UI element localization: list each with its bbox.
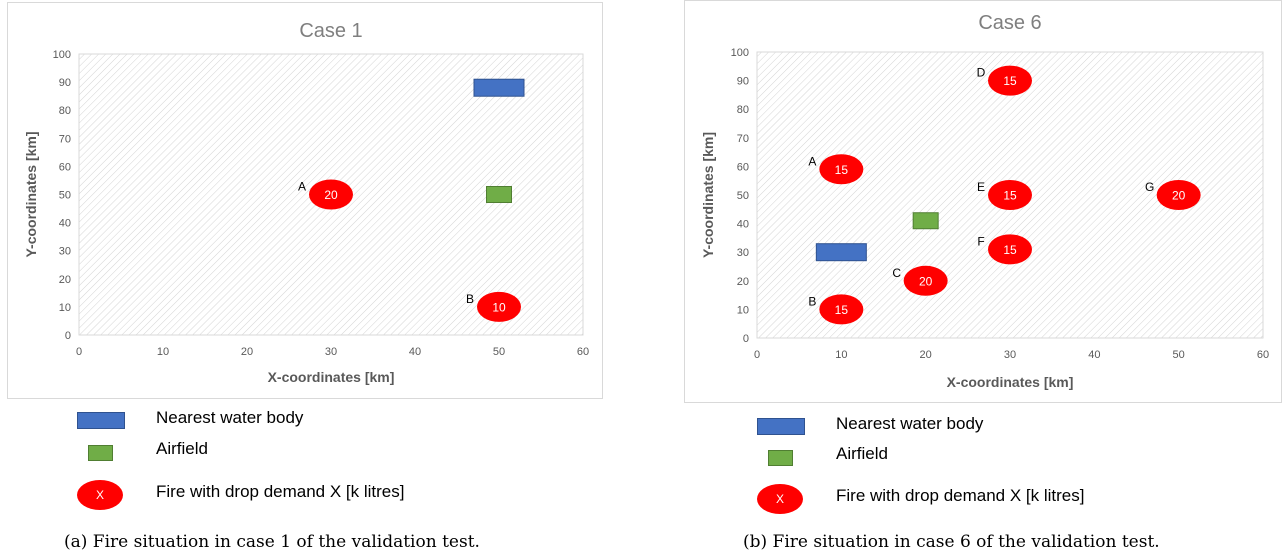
water-body-legend-label: Nearest water body	[836, 414, 984, 433]
fire-point-label: G	[1145, 180, 1154, 194]
y-tick-label: 10	[59, 302, 71, 314]
y-tick-label: 50	[737, 190, 749, 202]
water-body-marker	[815, 243, 867, 262]
airfield-legend-label: Airfield	[836, 444, 888, 463]
fire-demand-label: 15	[835, 163, 849, 177]
fire-marker	[309, 179, 353, 210]
fire-marker	[988, 234, 1032, 265]
fire-demand-label: 15	[1003, 74, 1017, 88]
x-tick-label: 20	[241, 346, 253, 358]
x-tick-label: 20	[920, 349, 932, 361]
caption-a: (a) Fire situation in case 1 of the vali…	[64, 532, 480, 552]
fire-legend-label: Fire with drop demand X [k litres]	[156, 482, 405, 501]
x-tick-label: 60	[1257, 349, 1269, 361]
fire-demand-label: 10	[492, 300, 506, 314]
y-tick-label: 90	[737, 76, 749, 88]
y-tick-label: 0	[65, 330, 71, 342]
fire-legend-swatch: X	[77, 480, 123, 510]
fire-demand-label: 20	[919, 274, 933, 288]
fire-marker	[988, 65, 1032, 96]
y-tick-label: 30	[737, 247, 749, 259]
water-body-marker	[473, 78, 525, 97]
x-tick-label: 0	[754, 349, 760, 361]
fire-point-label: B	[808, 294, 816, 308]
chart-case-6-svg: Case 6 0 10 20 30 40 50 60 70 80 90 100 0 10 20 30 40 50 6…	[700, 12, 1269, 390]
chart-case-1-svg: Case 1 0 10 20 30 40 50 60 70 80 90 100 0 10 20 30 40 50 6…	[23, 20, 589, 385]
fire-point-label: F	[977, 234, 984, 248]
x-tick-label: 30	[325, 346, 337, 358]
y-tick-label: 20	[737, 276, 749, 288]
fire-legend-swatch: X	[757, 484, 803, 514]
chart-case-1: Case 1 0 10 20 30 40 50 60 70 80 90 100 0 10 20 30 40 50 6…	[7, 2, 603, 399]
fire-marker	[988, 180, 1032, 210]
y-axis-label: Y-coordinates [km]	[23, 131, 39, 257]
y-tick-label: 100	[731, 47, 749, 59]
y-tick-label: 30	[59, 246, 71, 258]
y-tick-label: 40	[737, 219, 749, 231]
y-tick-label: 60	[59, 161, 71, 173]
x-tick-label: 40	[409, 346, 421, 358]
fire-marker	[1156, 180, 1201, 210]
caption-b: (b) Fire situation in case 6 of the vali…	[743, 532, 1160, 552]
airfield-legend-swatch	[88, 445, 113, 461]
x-axis-label: X-coordinates [km]	[947, 374, 1074, 390]
water-body-legend-label: Nearest water body	[156, 408, 304, 427]
y-tick-label: 80	[59, 105, 71, 117]
y-tick-label: 0	[743, 333, 749, 345]
water-body-legend-swatch	[77, 412, 125, 429]
fire-marker	[819, 294, 864, 325]
fire-demand-label: 20	[324, 188, 338, 202]
y-tick-label: 70	[59, 133, 71, 145]
y-tick-label: 60	[737, 161, 749, 173]
fire-marker	[903, 265, 948, 296]
x-axis-label: X-coordinates [km]	[268, 369, 395, 385]
chart-title: Case 6	[978, 12, 1041, 34]
y-tick-label: 10	[737, 304, 749, 316]
fire-demand-label: 15	[1003, 243, 1017, 257]
x-tick-label: 50	[493, 346, 505, 358]
y-tick-label: 40	[59, 218, 71, 230]
y-tick-label: 90	[59, 77, 71, 89]
y-tick-label: 70	[737, 133, 749, 145]
x-tick-label: 0	[76, 346, 82, 358]
legend-case-6: Nearest water body Airfield X Fire with …	[756, 408, 1276, 518]
fire-point-label: A	[298, 180, 306, 194]
x-tick-label: 10	[157, 346, 169, 358]
airfield-legend-swatch	[768, 450, 793, 466]
x-tick-label: 50	[1173, 349, 1185, 361]
fire-demand-label: 20	[1172, 189, 1186, 203]
x-tick-label: 60	[577, 346, 589, 358]
fire-point-label: E	[977, 180, 985, 194]
y-axis-label: Y-coordinates [km]	[700, 132, 716, 258]
fire-point-label: D	[977, 66, 986, 80]
water-body-legend-swatch	[757, 418, 805, 435]
chart-case-6: Case 6 0 10 20 30 40 50 60 70 80 90 100 0 10 20 30 40 50 6…	[684, 0, 1282, 403]
fire-marker	[819, 154, 864, 185]
fire-demand-label: 15	[835, 303, 849, 317]
fire-demand-label: 15	[1003, 189, 1017, 203]
fire-point-label: A	[808, 154, 816, 168]
airfield-legend-label: Airfield	[156, 439, 208, 458]
fire-point-label: C	[892, 266, 901, 280]
airfield-marker	[912, 212, 939, 230]
x-tick-label: 30	[1004, 349, 1016, 361]
y-tick-label: 80	[737, 104, 749, 116]
x-tick-label: 10	[835, 349, 847, 361]
y-tick-label: 20	[59, 274, 71, 286]
y-tick-label: 100	[53, 49, 71, 61]
fire-point-label: B	[466, 292, 474, 306]
chart-title: Case 1	[299, 20, 362, 42]
airfield-marker	[486, 186, 512, 203]
x-tick-label: 40	[1088, 349, 1100, 361]
fire-legend-label: Fire with drop demand X [k litres]	[836, 486, 1085, 505]
legend-case-1: Nearest water body Airfield X Fire with …	[76, 404, 596, 514]
fire-marker	[477, 291, 521, 322]
y-tick-label: 50	[59, 190, 71, 202]
